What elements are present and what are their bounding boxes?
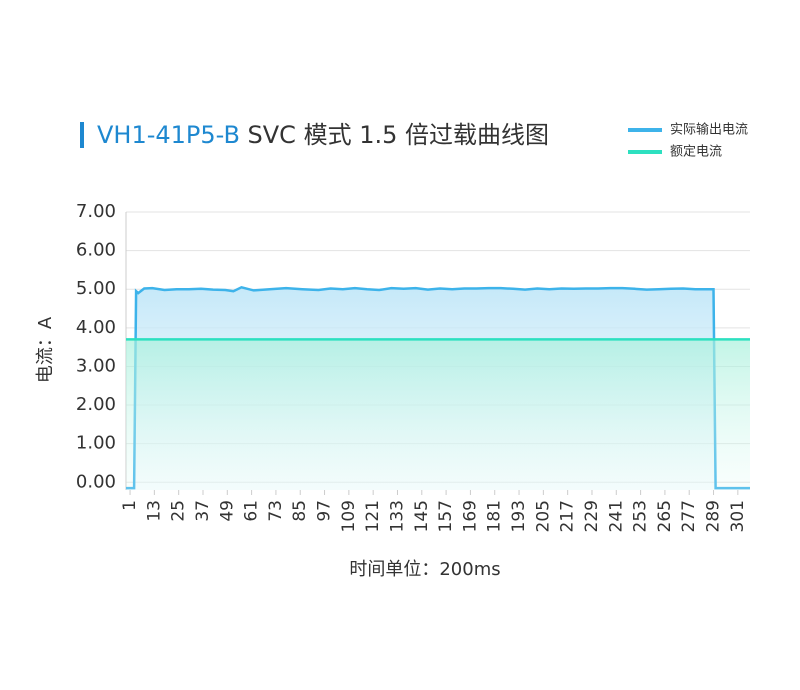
y-tick-label: 4.00 xyxy=(76,317,116,338)
x-tick-label: 85 xyxy=(290,500,310,522)
y-tick-label: 7.00 xyxy=(76,201,116,222)
x-tick-label: 253 xyxy=(631,500,651,532)
y-tick-label: 2.00 xyxy=(76,394,116,415)
x-axis-label: 时间单位：200ms xyxy=(349,559,500,580)
legend-label: 额定电流 xyxy=(670,145,722,160)
title-model: VH1-41P5-B xyxy=(97,121,240,149)
x-tick-label: 241 xyxy=(606,500,626,532)
series-area xyxy=(126,339,750,490)
x-tick-label: 49 xyxy=(217,500,237,522)
x-tick-label: 1 xyxy=(120,500,140,511)
x-tick-label: 289 xyxy=(704,500,724,532)
x-tick-label: 157 xyxy=(436,500,456,532)
x-tick-label: 181 xyxy=(485,500,505,532)
x-tick-label: 25 xyxy=(169,500,189,522)
x-tick-label: 205 xyxy=(533,500,553,532)
series-line xyxy=(126,285,750,490)
title-text: SVC 模式 1.5 倍过载曲线图 xyxy=(248,121,549,149)
legend-label: 实际输出电流 xyxy=(670,122,748,138)
x-tick-label: 73 xyxy=(266,500,286,522)
chart-title: VH1-41P5-B SVC 模式 1.5 倍过载曲线图 xyxy=(97,121,549,149)
x-tick-label: 109 xyxy=(339,500,359,532)
y-tick-label: 6.00 xyxy=(76,240,116,261)
title-bar xyxy=(80,122,84,148)
x-tick-label: 301 xyxy=(728,500,748,532)
x-tick-label: 277 xyxy=(679,500,699,532)
x-tick-label: 265 xyxy=(655,500,675,532)
x-tick-label: 13 xyxy=(144,500,164,522)
x-tick-label: 145 xyxy=(412,500,432,532)
x-tick-label: 61 xyxy=(242,500,262,522)
y-tick-label: 5.00 xyxy=(76,278,116,299)
y-tick-label: 0.00 xyxy=(76,471,116,492)
x-tick-label: 217 xyxy=(558,500,578,532)
y-tick-label: 3.00 xyxy=(76,355,116,376)
x-tick-label: 97 xyxy=(315,500,335,522)
x-tick-label: 229 xyxy=(582,500,602,532)
x-tick-label: 169 xyxy=(460,500,480,532)
x-tick-label: 121 xyxy=(363,500,383,532)
x-tick-label: 193 xyxy=(509,500,529,532)
x-tick-label: 133 xyxy=(387,500,407,532)
y-axis-label: 电流：A xyxy=(35,316,56,383)
y-tick-label: 1.00 xyxy=(76,433,116,454)
x-tick-label: 37 xyxy=(193,500,213,522)
